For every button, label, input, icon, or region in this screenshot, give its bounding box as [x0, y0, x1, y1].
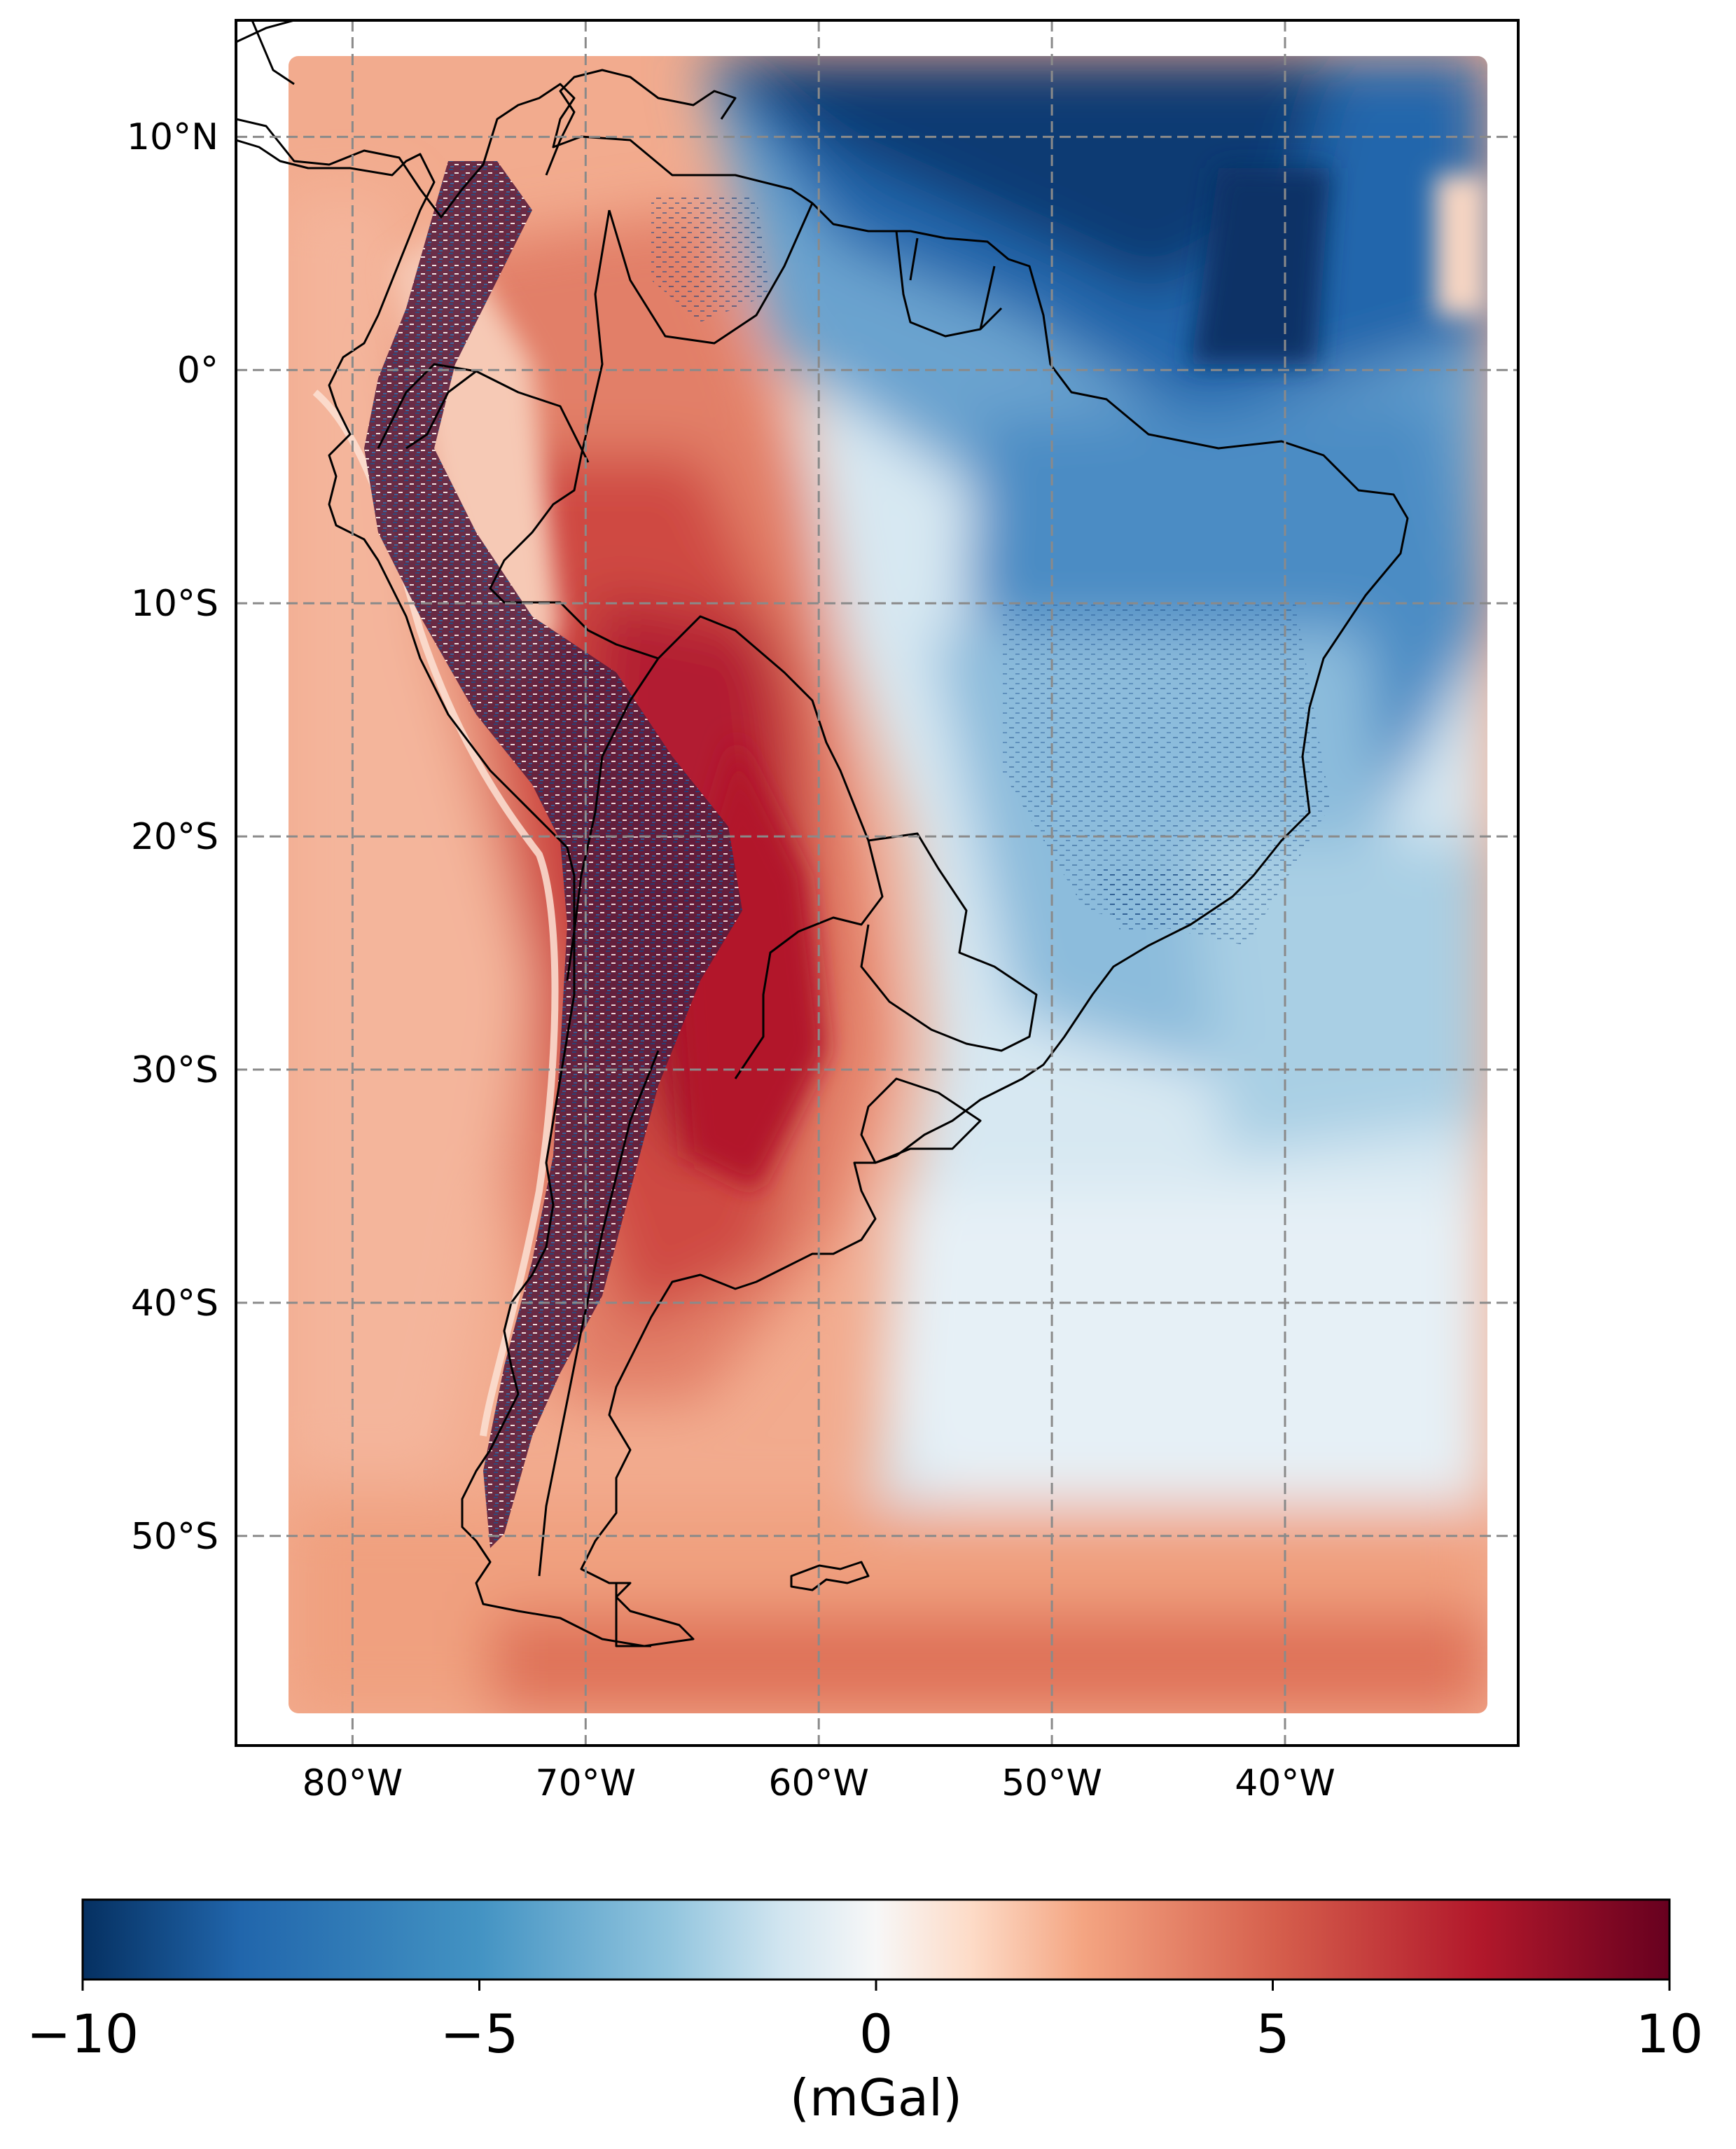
map-frame [235, 19, 1520, 1747]
lat-label-30s: 30°S [131, 1049, 218, 1091]
colorbar-gradient [81, 1898, 1671, 1981]
lon-label-40w: 40°W [1235, 1762, 1335, 1804]
colorbar-label-minus10: −10 [27, 2003, 139, 2065]
lon-label-50w: 50°W [1001, 1762, 1102, 1804]
colorbar-label-5: 5 [1256, 2003, 1289, 2065]
colorbar-ticks [81, 1979, 1671, 1991]
lon-label-70w: 70°W [536, 1762, 637, 1804]
coastlines-and-borders [236, 20, 1409, 1647]
lat-label-10n: 10°N [127, 116, 218, 158]
lat-label-50s: 50°S [131, 1516, 218, 1558]
colorbar-label-0: 0 [859, 2003, 893, 2065]
colorbar-unit-label: (mGal) [790, 2068, 962, 2127]
lon-label-60w: 60°W [768, 1762, 869, 1804]
latitude-labels: 10°N 0° 10°S 20°S 30°S 40°S 50°S [127, 116, 218, 1558]
colorbar: −10 −5 0 5 10 (mGal) [27, 1898, 1704, 2127]
lat-label-20s: 20°S [131, 816, 218, 858]
lat-label-40s: 40°S [131, 1283, 218, 1325]
lat-label-10s: 10°S [131, 583, 218, 625]
longitude-labels: 80°W 70°W 60°W 50°W 40°W [303, 1762, 1335, 1804]
gridlines [236, 20, 1518, 1746]
gravity-anomaly-field [289, 56, 1487, 1713]
colorbar-label-minus5: −5 [440, 2003, 518, 2065]
lat-label-0: 0° [177, 350, 218, 392]
colorbar-label-10: 10 [1636, 2003, 1704, 2065]
lon-label-80w: 80°W [303, 1762, 403, 1804]
